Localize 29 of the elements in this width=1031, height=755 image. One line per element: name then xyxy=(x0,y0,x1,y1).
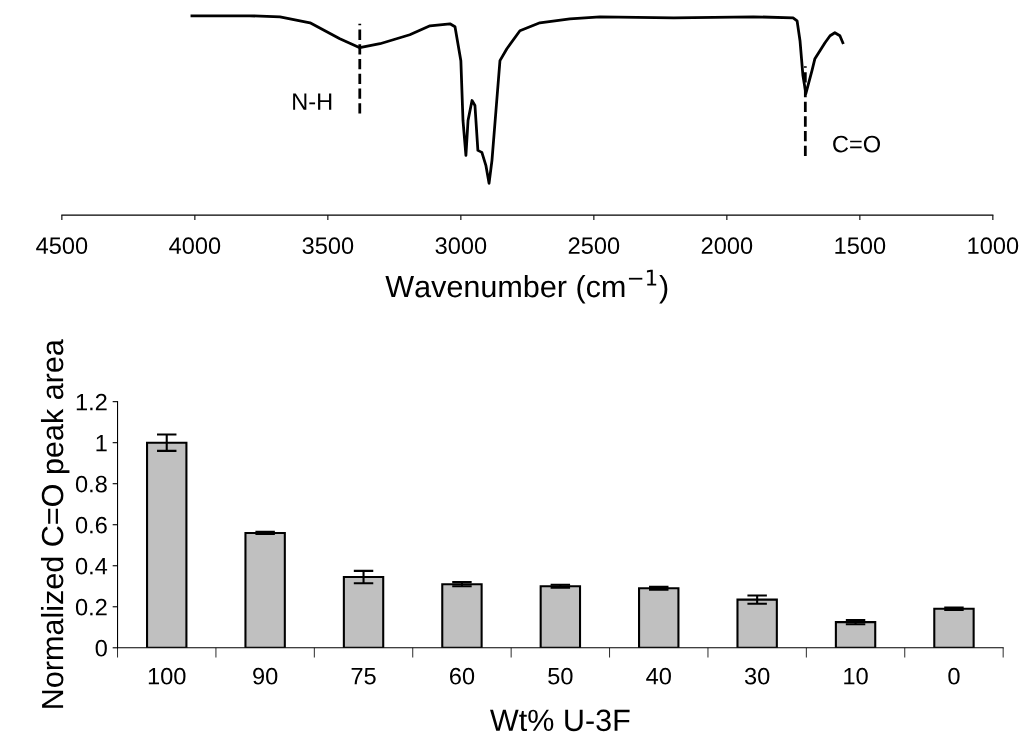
x-tick-label: 1000 xyxy=(968,237,1019,255)
x-tick-label: 2500 xyxy=(568,237,620,255)
y-tick-label: 1 xyxy=(96,434,107,452)
x-tick-label: 3000 xyxy=(435,237,487,255)
ref-line-label: C=O xyxy=(833,135,880,153)
x-tick-label: 100 xyxy=(148,667,186,685)
x-tick-label: 4000 xyxy=(169,237,221,255)
x-tick-label: 1500 xyxy=(835,237,886,255)
x-tick-label: 30 xyxy=(744,667,770,685)
y-tick-label: 1.2 xyxy=(76,393,107,411)
x-axis-title: Wt% U-3F xyxy=(490,709,630,732)
y-axis-title: Normalized C=O peak area xyxy=(40,339,70,708)
ref-line-label: N-H xyxy=(293,93,332,110)
x-tick-label: 4500 xyxy=(36,237,88,255)
x-axis-title: Wavenumber (cm$^{−1}$) xyxy=(385,269,668,304)
x-tick-label: 50 xyxy=(548,667,573,685)
x-tick-label: 75 xyxy=(351,668,376,685)
x-tick-label: 3500 xyxy=(302,237,354,255)
x-tick-label: 2000 xyxy=(701,237,753,255)
x-tick-label: 90 xyxy=(253,667,278,685)
x-tick-label: 40 xyxy=(646,667,671,685)
x-tick-label: 60 xyxy=(450,667,475,685)
y-tick-label: 0 xyxy=(95,639,107,657)
y-tick-label: 0.2 xyxy=(75,598,107,616)
y-tick-label: 0.6 xyxy=(75,516,107,534)
y-tick-label: 0.8 xyxy=(75,475,107,493)
y-tick-label: 0.4 xyxy=(75,557,108,575)
x-tick-label: 0 xyxy=(948,667,960,685)
x-tick-label: 10 xyxy=(844,667,868,685)
